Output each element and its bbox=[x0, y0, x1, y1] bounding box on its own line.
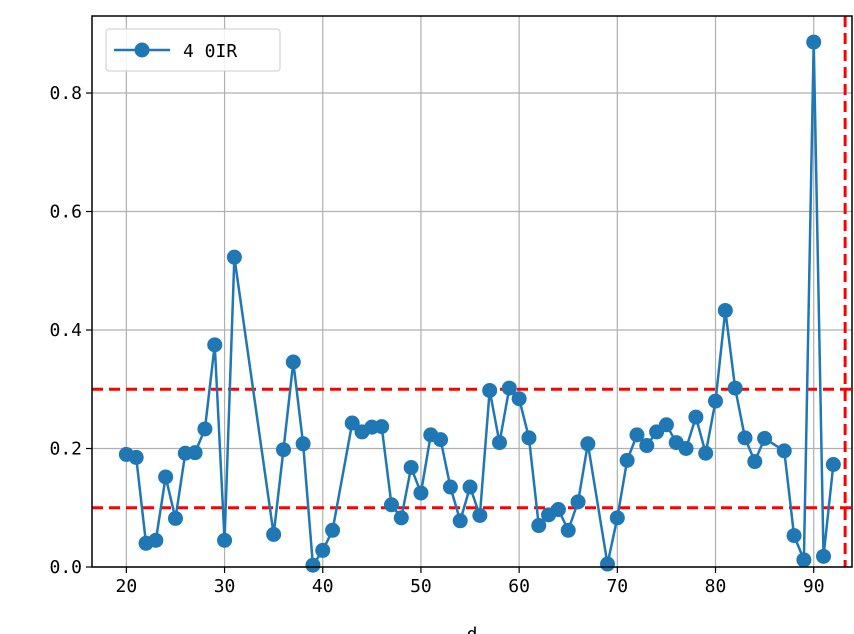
data-point bbox=[404, 460, 419, 475]
data-point bbox=[433, 432, 448, 447]
data-point bbox=[266, 527, 281, 542]
data-point bbox=[197, 421, 212, 436]
series-layer bbox=[119, 35, 841, 573]
data-point bbox=[806, 35, 821, 50]
data-point bbox=[787, 528, 802, 543]
data-point bbox=[207, 337, 222, 352]
data-point bbox=[453, 513, 468, 528]
data-point bbox=[188, 445, 203, 460]
data-point bbox=[394, 510, 409, 525]
data-point bbox=[777, 443, 792, 458]
data-point bbox=[463, 480, 478, 495]
data-point bbox=[757, 431, 772, 446]
data-point bbox=[620, 453, 635, 468]
legend: 4 0IR bbox=[106, 29, 280, 71]
y-tick-label: 0.8 bbox=[49, 83, 82, 104]
y-tick-label: 0.2 bbox=[49, 439, 82, 460]
data-point bbox=[158, 469, 173, 484]
data-point bbox=[737, 430, 752, 445]
y-tick-label: 0.4 bbox=[49, 320, 82, 341]
data-point bbox=[148, 533, 163, 548]
data-point bbox=[315, 543, 330, 558]
data-point bbox=[728, 381, 743, 396]
data-point bbox=[796, 552, 811, 567]
data-point bbox=[551, 502, 566, 517]
data-point bbox=[561, 523, 576, 538]
data-point bbox=[826, 457, 841, 472]
x-tick-label: 70 bbox=[606, 576, 628, 597]
data-point bbox=[659, 417, 674, 432]
x-tick-label: 60 bbox=[508, 576, 530, 597]
data-point bbox=[296, 436, 311, 451]
data-point bbox=[679, 441, 694, 456]
data-point bbox=[571, 494, 586, 509]
data-point bbox=[512, 391, 527, 406]
data-point bbox=[521, 430, 536, 445]
y-tick-label: 0.0 bbox=[49, 557, 82, 578]
data-point bbox=[129, 450, 144, 465]
data-point bbox=[325, 523, 340, 538]
data-point bbox=[492, 435, 507, 450]
data-point bbox=[443, 480, 458, 495]
data-point bbox=[747, 454, 762, 469]
data-point bbox=[718, 303, 733, 318]
data-point bbox=[276, 442, 291, 457]
x-tick-label: 30 bbox=[214, 576, 236, 597]
data-point bbox=[217, 533, 232, 548]
data-point bbox=[472, 508, 487, 523]
x-tick-label: 80 bbox=[705, 576, 727, 597]
legend-marker-swatch bbox=[135, 43, 150, 58]
x-tick-label: 90 bbox=[803, 576, 825, 597]
data-point bbox=[227, 250, 242, 265]
x-tick-label: 20 bbox=[116, 576, 138, 597]
data-point bbox=[816, 549, 831, 564]
legend-entry-label: 4 0IR bbox=[183, 41, 237, 62]
data-point bbox=[698, 446, 713, 461]
axis-ticks: 20 30 40 50 60 70 80 90 0.0 0.2 0.4 0.6 0.8 bbox=[49, 83, 824, 597]
data-point bbox=[580, 436, 595, 451]
data-point bbox=[639, 438, 654, 453]
data-point bbox=[482, 383, 497, 398]
data-point bbox=[610, 510, 625, 525]
x-tick-label: 40 bbox=[312, 576, 334, 597]
data-point bbox=[384, 497, 399, 512]
data-point bbox=[168, 511, 183, 526]
data-point bbox=[374, 419, 389, 434]
x-axis-label: d bbox=[467, 624, 478, 634]
data-point bbox=[708, 394, 723, 409]
x-tick-label: 50 bbox=[410, 576, 432, 597]
y-tick-label: 0.6 bbox=[49, 202, 82, 223]
data-point bbox=[286, 355, 301, 370]
data-point bbox=[305, 558, 320, 573]
data-point bbox=[413, 485, 428, 500]
data-point bbox=[688, 410, 703, 425]
data-point bbox=[600, 557, 615, 572]
